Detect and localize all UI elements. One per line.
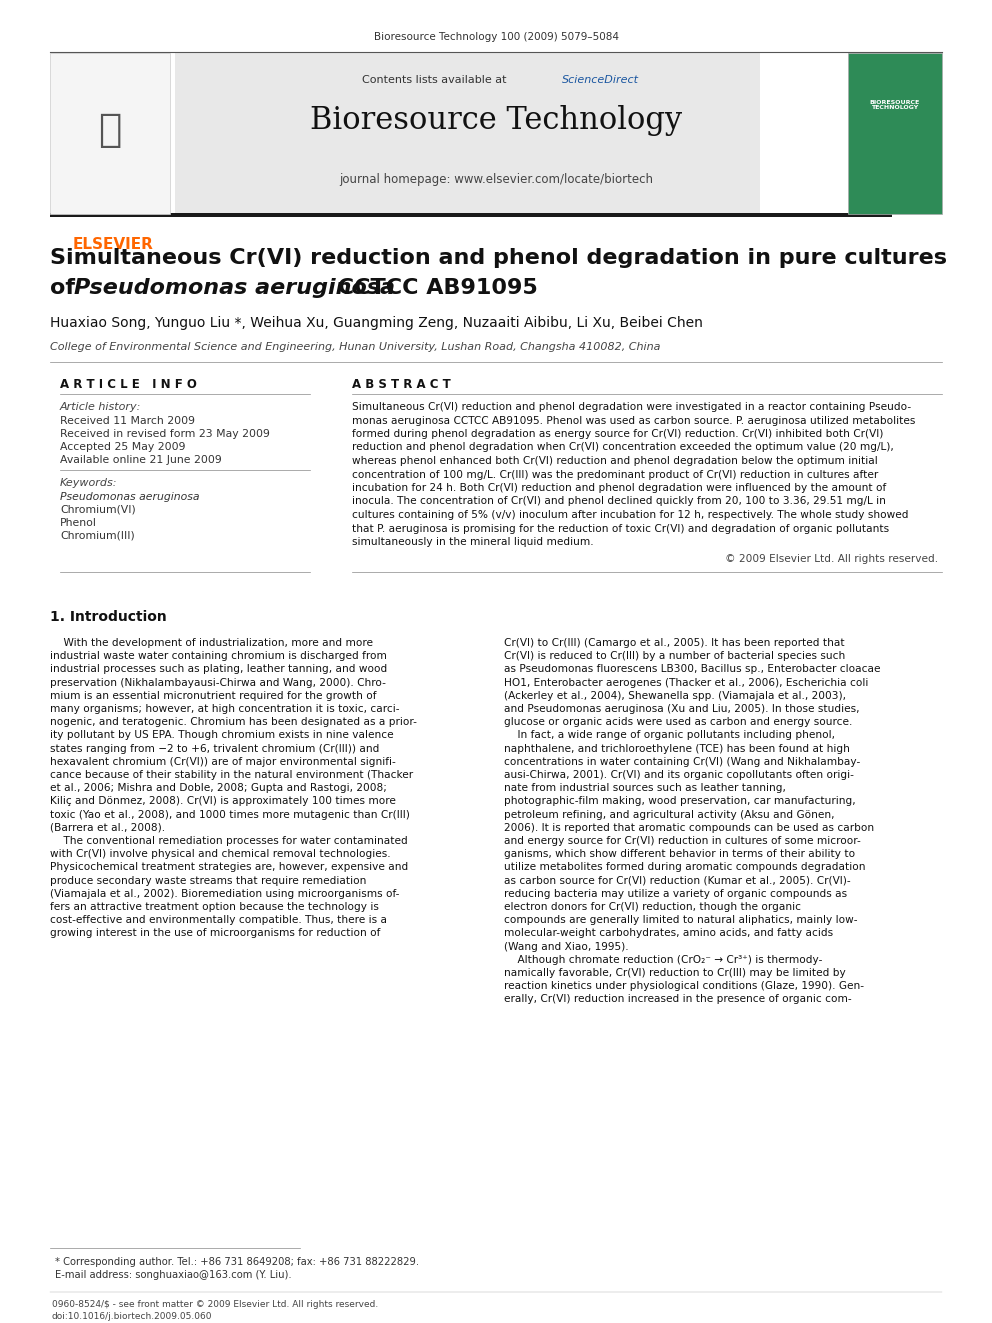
Text: (Barrera et al., 2008).: (Barrera et al., 2008).	[50, 823, 165, 832]
Text: toxic (Yao et al., 2008), and 1000 times more mutagenic than Cr(III): toxic (Yao et al., 2008), and 1000 times…	[50, 810, 410, 820]
Text: ELSEVIER: ELSEVIER	[72, 237, 154, 251]
Text: (Wang and Xiao, 1995).: (Wang and Xiao, 1995).	[504, 942, 629, 951]
Text: formed during phenol degradation as energy source for Cr(VI) reduction. Cr(VI) i: formed during phenol degradation as ener…	[352, 429, 883, 439]
Text: with Cr(VI) involve physical and chemical removal technologies.: with Cr(VI) involve physical and chemica…	[50, 849, 391, 859]
Text: naphthalene, and trichloroethylene (TCE) has been found at high: naphthalene, and trichloroethylene (TCE)…	[504, 744, 850, 754]
Text: growing interest in the use of microorganisms for reduction of: growing interest in the use of microorga…	[50, 929, 380, 938]
Text: cance because of their stability in the natural environment (Thacker: cance because of their stability in the …	[50, 770, 413, 781]
Text: erally, Cr(VI) reduction increased in the presence of organic com-: erally, Cr(VI) reduction increased in th…	[504, 995, 851, 1004]
Text: Pseudomonas aeruginosa: Pseudomonas aeruginosa	[74, 278, 395, 298]
Text: electron donors for Cr(VI) reduction, though the organic: electron donors for Cr(VI) reduction, th…	[504, 902, 801, 912]
Text: of: of	[50, 278, 82, 298]
Text: inocula. The concentration of Cr(VI) and phenol declined quickly from 20, 100 to: inocula. The concentration of Cr(VI) and…	[352, 496, 886, 507]
Text: Although chromate reduction (CrO₂⁻ → Cr³⁺) is thermody-: Although chromate reduction (CrO₂⁻ → Cr³…	[504, 955, 822, 964]
Text: namically favorable, Cr(VI) reduction to Cr(III) may be limited by: namically favorable, Cr(VI) reduction to…	[504, 968, 846, 978]
Text: College of Environmental Science and Engineering, Hunan University, Lushan Road,: College of Environmental Science and Eng…	[50, 343, 661, 352]
Text: monas aeruginosa CCTCC AB91095. Phenol was used as carbon source. P. aeruginosa : monas aeruginosa CCTCC AB91095. Phenol w…	[352, 415, 916, 426]
Text: * Corresponding author. Tel.: +86 731 8649208; fax: +86 731 88222829.: * Corresponding author. Tel.: +86 731 86…	[55, 1257, 420, 1267]
Text: nate from industrial sources such as leather tanning,: nate from industrial sources such as lea…	[504, 783, 786, 794]
Text: With the development of industrialization, more and more: With the development of industrializatio…	[50, 638, 373, 648]
Text: (Ackerley et al., 2004), Shewanella spp. (Viamajala et al., 2003),: (Ackerley et al., 2004), Shewanella spp.…	[504, 691, 846, 701]
Text: journal homepage: www.elsevier.com/locate/biortech: journal homepage: www.elsevier.com/locat…	[339, 173, 653, 187]
Bar	[50, 213, 892, 217]
Text: concentration of 100 mg/L. Cr(III) was the predominant product of Cr(VI) reducti: concentration of 100 mg/L. Cr(III) was t…	[352, 470, 878, 479]
Text: A R T I C L E   I N F O: A R T I C L E I N F O	[60, 378, 196, 392]
Text: petroleum refining, and agricultural activity (Aksu and Gönen,: petroleum refining, and agricultural act…	[504, 810, 834, 820]
Text: cost-effective and environmentally compatible. Thus, there is a: cost-effective and environmentally compa…	[50, 916, 387, 925]
Text: Received in revised form 23 May 2009: Received in revised form 23 May 2009	[60, 429, 270, 439]
Text: Article history:: Article history:	[60, 402, 142, 411]
Text: reduction and phenol degradation when Cr(VI) concentration exceeded the optimum : reduction and phenol degradation when Cr…	[352, 442, 894, 452]
Text: In fact, a wide range of organic pollutants including phenol,: In fact, a wide range of organic polluta…	[504, 730, 835, 741]
Text: (Viamajala et al., 2002). Bioremediation using microorganisms of-: (Viamajala et al., 2002). Bioremediation…	[50, 889, 400, 898]
Text: reaction kinetics under physiological conditions (Glaze, 1990). Gen-: reaction kinetics under physiological co…	[504, 982, 864, 991]
Text: Physicochemical treatment strategies are, however, expensive and: Physicochemical treatment strategies are…	[50, 863, 409, 872]
Text: glucose or organic acids were used as carbon and energy source.: glucose or organic acids were used as ca…	[504, 717, 852, 728]
Text: Chromium(III): Chromium(III)	[60, 531, 135, 541]
Text: A B S T R A C T: A B S T R A C T	[352, 378, 450, 392]
Text: Huaxiao Song, Yunguo Liu *, Weihua Xu, Guangming Zeng, Nuzaaiti Aibibu, Li Xu, B: Huaxiao Song, Yunguo Liu *, Weihua Xu, G…	[50, 316, 703, 329]
Text: CCTCC AB91095: CCTCC AB91095	[330, 278, 538, 298]
Text: ity pollutant by US EPA. Though chromium exists in nine valence: ity pollutant by US EPA. Though chromium…	[50, 730, 394, 741]
Text: concentrations in water containing Cr(VI) (Wang and Nikhalambay-: concentrations in water containing Cr(VI…	[504, 757, 860, 767]
Text: Simultaneous Cr(VI) reduction and phenol degradation in pure cultures: Simultaneous Cr(VI) reduction and phenol…	[50, 247, 947, 269]
Text: simultaneously in the mineral liquid medium.: simultaneously in the mineral liquid med…	[352, 537, 593, 546]
Text: preservation (Nikhalambayausi-Chirwa and Wang, 2000). Chro-: preservation (Nikhalambayausi-Chirwa and…	[50, 677, 386, 688]
Text: as carbon source for Cr(VI) reduction (Kumar et al., 2005). Cr(VI)-: as carbon source for Cr(VI) reduction (K…	[504, 876, 850, 885]
Text: and energy source for Cr(VI) reduction in cultures of some microor-: and energy source for Cr(VI) reduction i…	[504, 836, 861, 845]
Text: compounds are generally limited to natural aliphatics, mainly low-: compounds are generally limited to natur…	[504, 916, 857, 925]
Bar	[175, 52, 760, 216]
Text: that P. aeruginosa is promising for the reduction of toxic Cr(VI) and degradatio: that P. aeruginosa is promising for the …	[352, 524, 889, 533]
Text: mium is an essential micronutrient required for the growth of: mium is an essential micronutrient requi…	[50, 691, 377, 701]
Bar	[50, 53, 170, 214]
Text: 1. Introduction: 1. Introduction	[50, 610, 167, 624]
Text: fers an attractive treatment option because the technology is: fers an attractive treatment option beca…	[50, 902, 379, 912]
Bar	[848, 53, 942, 214]
Text: Available online 21 June 2009: Available online 21 June 2009	[60, 455, 222, 464]
Text: industrial waste water containing chromium is discharged from: industrial waste water containing chromi…	[50, 651, 387, 662]
Text: Keywords:: Keywords:	[60, 478, 117, 488]
Text: nogenic, and teratogenic. Chromium has been designated as a prior-: nogenic, and teratogenic. Chromium has b…	[50, 717, 417, 728]
Text: Accepted 25 May 2009: Accepted 25 May 2009	[60, 442, 186, 452]
Text: Simultaneous Cr(VI) reduction and phenol degradation were investigated in a reac: Simultaneous Cr(VI) reduction and phenol…	[352, 402, 911, 411]
Text: many organisms; however, at high concentration it is toxic, carci-: many organisms; however, at high concent…	[50, 704, 400, 714]
Text: whereas phenol enhanced both Cr(VI) reduction and phenol degradation below the o: whereas phenol enhanced both Cr(VI) redu…	[352, 456, 878, 466]
Text: Cr(VI) to Cr(III) (Camargo et al., 2005). It has been reported that: Cr(VI) to Cr(III) (Camargo et al., 2005)…	[504, 638, 844, 648]
Text: utilize metabolites formed during aromatic compounds degradation: utilize metabolites formed during aromat…	[504, 863, 865, 872]
Text: produce secondary waste streams that require remediation: produce secondary waste streams that req…	[50, 876, 366, 885]
Text: et al., 2006; Mishra and Doble, 2008; Gupta and Rastogi, 2008;: et al., 2006; Mishra and Doble, 2008; Gu…	[50, 783, 387, 794]
Text: Chromium(VI): Chromium(VI)	[60, 505, 136, 515]
Text: Phenol: Phenol	[60, 519, 97, 528]
Text: 🌳: 🌳	[98, 111, 122, 149]
Text: © 2009 Elsevier Ltd. All rights reserved.: © 2009 Elsevier Ltd. All rights reserved…	[725, 554, 938, 565]
Text: E-mail address: songhuaxiao@163.com (Y. Liu).: E-mail address: songhuaxiao@163.com (Y. …	[55, 1270, 292, 1279]
Text: Cr(VI) is reduced to Cr(III) by a number of bacterial species such: Cr(VI) is reduced to Cr(III) by a number…	[504, 651, 845, 662]
Text: ausi-Chirwa, 2001). Cr(VI) and its organic copollutants often origi-: ausi-Chirwa, 2001). Cr(VI) and its organ…	[504, 770, 854, 781]
Text: Contents lists available at: Contents lists available at	[362, 75, 510, 85]
Text: Bioresource Technology 100 (2009) 5079–5084: Bioresource Technology 100 (2009) 5079–5…	[374, 32, 618, 42]
Text: and Pseudomonas aeruginosa (Xu and Liu, 2005). In those studies,: and Pseudomonas aeruginosa (Xu and Liu, …	[504, 704, 859, 714]
Text: Bioresource Technology: Bioresource Technology	[310, 105, 682, 136]
Text: BIORESOURCE
TECHNOLOGY: BIORESOURCE TECHNOLOGY	[870, 99, 921, 110]
Text: as Pseudomonas fluorescens LB300, Bacillus sp., Enterobacter cloacae: as Pseudomonas fluorescens LB300, Bacill…	[504, 664, 881, 675]
Text: hexavalent chromium (Cr(VI)) are of major environmental signifi-: hexavalent chromium (Cr(VI)) are of majo…	[50, 757, 396, 767]
Text: ganisms, which show different behavior in terms of their ability to: ganisms, which show different behavior i…	[504, 849, 855, 859]
Text: Pseudomonas aeruginosa: Pseudomonas aeruginosa	[60, 492, 199, 501]
Text: The conventional remediation processes for water contaminated: The conventional remediation processes f…	[50, 836, 408, 845]
Text: incubation for 24 h. Both Cr(VI) reduction and phenol degradation were influence: incubation for 24 h. Both Cr(VI) reducti…	[352, 483, 886, 493]
Text: doi:10.1016/j.biortech.2009.05.060: doi:10.1016/j.biortech.2009.05.060	[52, 1312, 212, 1320]
Text: HO1, Enterobacter aerogenes (Thacker et al., 2006), Escherichia coli: HO1, Enterobacter aerogenes (Thacker et …	[504, 677, 868, 688]
Text: states ranging from −2 to +6, trivalent chromium (Cr(III)) and: states ranging from −2 to +6, trivalent …	[50, 744, 379, 754]
Text: 2006). It is reported that aromatic compounds can be used as carbon: 2006). It is reported that aromatic comp…	[504, 823, 874, 832]
Text: photographic-film making, wood preservation, car manufacturing,: photographic-film making, wood preservat…	[504, 796, 856, 807]
Text: 0960-8524/$ - see front matter © 2009 Elsevier Ltd. All rights reserved.: 0960-8524/$ - see front matter © 2009 El…	[52, 1301, 378, 1308]
Text: Kiliç and Dönmez, 2008). Cr(VI) is approximately 100 times more: Kiliç and Dönmez, 2008). Cr(VI) is appro…	[50, 796, 396, 807]
Text: molecular-weight carbohydrates, amino acids, and fatty acids: molecular-weight carbohydrates, amino ac…	[504, 929, 833, 938]
Text: reducing bacteria may utilize a variety of organic compounds as: reducing bacteria may utilize a variety …	[504, 889, 847, 898]
Text: Received 11 March 2009: Received 11 March 2009	[60, 415, 195, 426]
Text: industrial processes such as plating, leather tanning, and wood: industrial processes such as plating, le…	[50, 664, 387, 675]
Text: cultures containing of 5% (v/v) inoculum after incubation for 12 h, respectively: cultures containing of 5% (v/v) inoculum…	[352, 509, 909, 520]
Text: ScienceDirect: ScienceDirect	[562, 75, 639, 85]
